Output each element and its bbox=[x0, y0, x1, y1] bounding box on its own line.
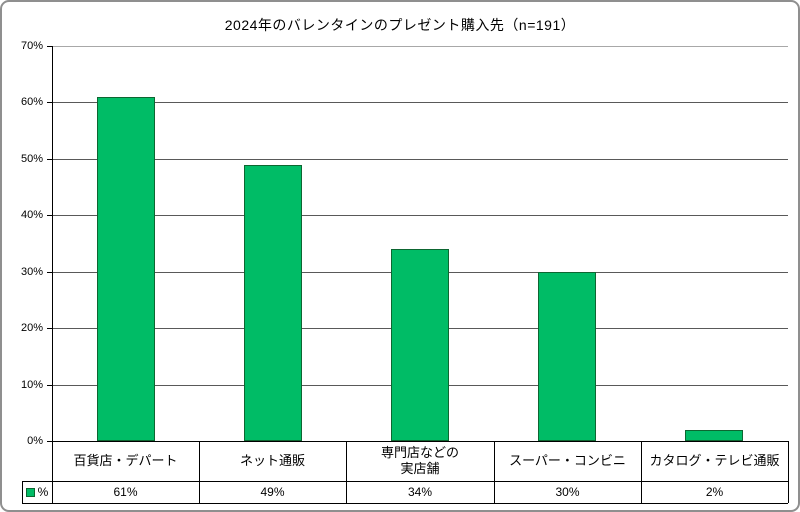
y-axis-tick-label: 60% bbox=[20, 96, 43, 108]
table-border-bottom bbox=[22, 503, 788, 504]
y-axis-tick-label: 20% bbox=[20, 322, 43, 334]
y-axis-tickmark bbox=[47, 328, 52, 329]
x-axis-line bbox=[52, 441, 788, 442]
table-value: 61% bbox=[113, 485, 138, 499]
y-axis-tickmark bbox=[47, 102, 52, 103]
y-axis-tick-label: 10% bbox=[20, 379, 43, 391]
table-value: 34% bbox=[407, 485, 433, 499]
bar-4 bbox=[685, 430, 743, 441]
y-axis-tick-label: 50% bbox=[20, 153, 43, 165]
gridline-50 bbox=[52, 159, 788, 160]
table-value: 49% bbox=[260, 485, 285, 499]
table-category-label: 百貨店・デパート bbox=[73, 453, 178, 468]
table-border-col bbox=[494, 441, 495, 503]
bar-0 bbox=[97, 97, 155, 441]
table-category-label: ネット通販 bbox=[239, 453, 305, 468]
y-axis-tick-label: 70% bbox=[20, 40, 43, 52]
y-axis-tickmark bbox=[47, 46, 52, 47]
table-border-mid bbox=[52, 481, 788, 482]
table-category-label: スーパー・コンビニ bbox=[509, 453, 626, 468]
y-axis-tickmark bbox=[47, 441, 52, 442]
y-axis-line bbox=[52, 46, 53, 503]
table-value: 30% bbox=[555, 485, 580, 499]
table-category-label: カタログ・テレビ通販 bbox=[649, 453, 780, 468]
y-axis-tickmark bbox=[47, 159, 52, 160]
table-value: 2% bbox=[705, 485, 724, 499]
bar-3 bbox=[538, 272, 596, 441]
legend-cell-border-top bbox=[22, 481, 52, 482]
table-border-col bbox=[641, 441, 642, 503]
bar-2 bbox=[391, 249, 449, 441]
legend-cell-border-left bbox=[22, 481, 23, 503]
table-border-col bbox=[788, 441, 789, 503]
legend-swatch bbox=[25, 487, 35, 497]
table-border-col bbox=[199, 441, 200, 503]
gridline-70 bbox=[52, 46, 788, 47]
y-axis-tick-label: 30% bbox=[20, 266, 43, 278]
legend-label: % bbox=[37, 485, 49, 499]
y-axis-tickmark bbox=[47, 215, 52, 216]
bar-1 bbox=[244, 165, 302, 441]
y-axis-tickmark bbox=[47, 385, 52, 386]
gridline-60 bbox=[52, 102, 788, 103]
y-axis-tick-label: 40% bbox=[20, 209, 43, 221]
y-axis-tickmark bbox=[47, 272, 52, 273]
chart-title: 2024年のバレンタインのプレゼント購入先（n=191） bbox=[224, 17, 576, 33]
gridline-40 bbox=[52, 215, 788, 216]
legend-key: % bbox=[23, 482, 51, 502]
table-border-col bbox=[346, 441, 347, 503]
table-category-label: 専門店などの 実店舗 bbox=[380, 445, 459, 476]
y-axis-tick-label: 0% bbox=[27, 435, 43, 447]
